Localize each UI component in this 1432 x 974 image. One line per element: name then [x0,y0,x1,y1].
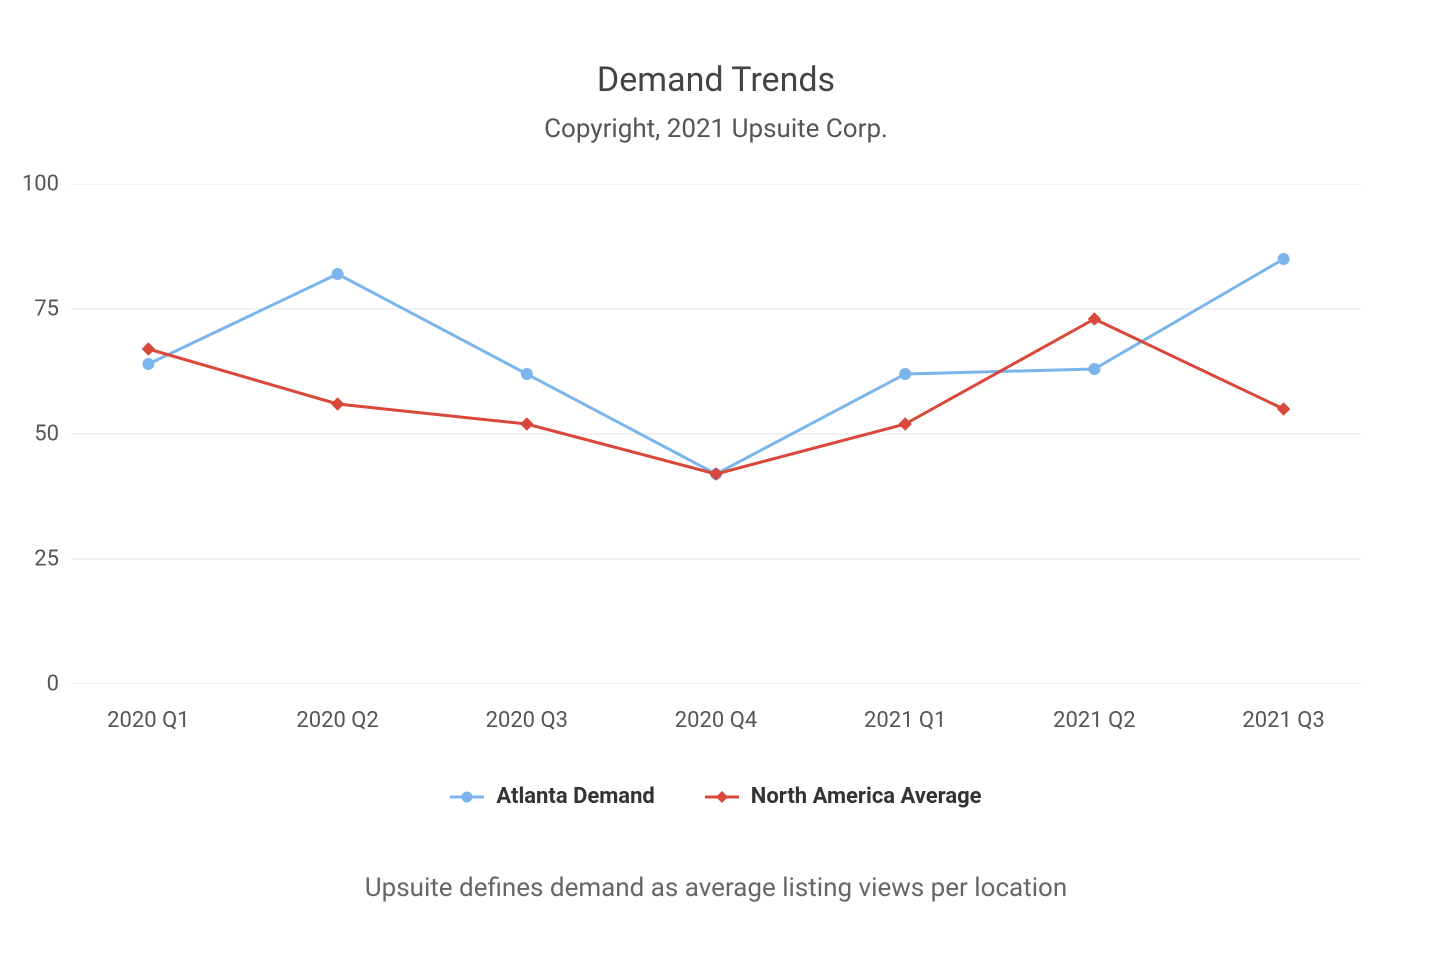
x-axis-tick-label: 2020 Q3 [486,708,568,733]
chart-subtitle: Copyright, 2021 Upsuite Corp. [544,114,888,144]
x-axis-tick-label: 2021 Q1 [864,708,946,733]
series-marker[interactable] [332,269,343,280]
series-marker[interactable] [1278,403,1290,415]
legend-swatch [705,787,739,807]
plot-wrapper: 0255075100 2020 Q12020 Q22020 Q32020 Q42… [71,184,1361,724]
series-marker[interactable] [899,418,911,430]
series-marker[interactable] [1278,254,1289,265]
y-axis-tick-label: 100 [22,172,71,197]
legend-item[interactable]: Atlanta Demand [450,784,654,809]
series-marker[interactable] [521,418,533,430]
legend-item[interactable]: North America Average [705,784,982,809]
series-line [148,319,1283,474]
x-axis-tick-label: 2020 Q1 [107,708,189,733]
legend-label: Atlanta Demand [496,784,654,809]
x-axis-tick-label: 2021 Q2 [1053,708,1135,733]
y-axis-tick-label: 50 [34,422,71,447]
series-marker[interactable] [1088,313,1100,325]
series-marker[interactable] [521,369,532,380]
series-marker[interactable] [143,359,154,370]
x-axis-tick-label: 2020 Q4 [675,708,757,733]
chart-container: Demand Trends Copyright, 2021 Upsuite Co… [0,0,1432,974]
y-axis-tick-label: 25 [34,547,71,572]
legend-label: North America Average [751,784,982,809]
chart-title: Demand Trends [597,60,835,100]
x-axis-tick-label: 2021 Q3 [1242,708,1324,733]
y-axis-tick-label: 0 [47,672,71,697]
legend: Atlanta Demand North America Average [450,784,981,809]
chart-caption: Upsuite defines demand as average listin… [365,873,1067,903]
series-marker[interactable] [1089,364,1100,375]
x-axis-tick-label: 2020 Q2 [296,708,378,733]
legend-swatch [450,787,484,807]
series-marker[interactable] [142,343,154,355]
y-axis-tick-label: 75 [34,297,71,322]
series-line [148,259,1283,474]
series-marker[interactable] [900,369,911,380]
series-marker[interactable] [332,398,344,410]
chart-svg [71,184,1361,684]
x-axis-labels: 2020 Q12020 Q22020 Q32020 Q42021 Q12021 … [71,684,1361,724]
plot-area: 0255075100 [71,184,1361,684]
